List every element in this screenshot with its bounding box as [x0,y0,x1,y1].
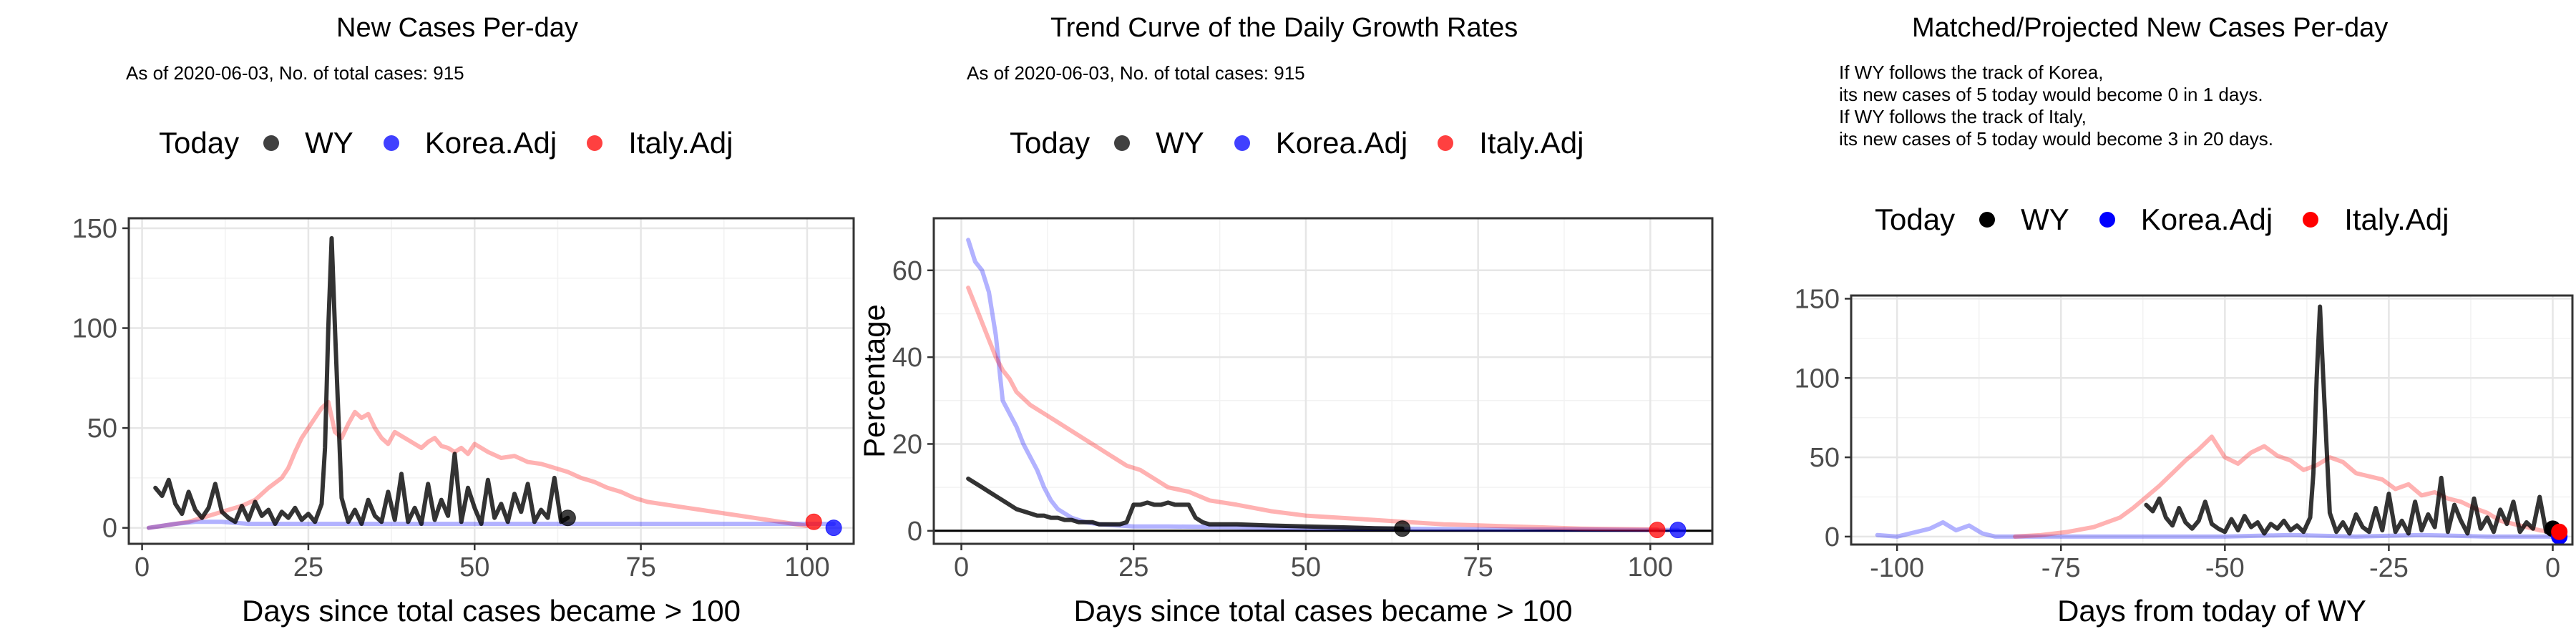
x-tick-label: -50 [2205,553,2245,583]
chart-title: Trend Curve of the Daily Growth Rates [1050,13,1518,43]
legend-label-korea: Korea.Adj [424,126,557,160]
y-tick-label: 100 [1795,364,1840,394]
x-tick-label: 25 [293,552,323,582]
legend-dot-italy [587,135,603,151]
today-point-italy-adj [805,513,822,530]
x-tick-label: -25 [2369,553,2409,583]
plot-border [1850,294,2574,546]
legend-title: Today [1875,203,1956,236]
y-tick-label: 100 [72,314,117,344]
legend-dot-korea [2099,212,2115,228]
x-axis-label: Days since total cases became > 100 [1074,594,1573,628]
y-tick-label: 50 [87,414,117,444]
x-tick-label: 0 [954,552,969,582]
panel-matched-projected: Matched/Projected New Cases Per-day If W… [1717,0,2576,644]
legend-dot-korea [1234,135,1250,151]
x-tick-label: 0 [2545,553,2560,583]
chart-plot: 0 25 50 75 100 0 50 100 150 Days since total case… [72,214,855,628]
legend-item-korea: Korea.Adj [1234,126,1407,160]
y-tick-label: 50 [1810,443,1840,473]
x-tick-label: 0 [135,552,150,582]
legend-item-italy: Italy.Adj [2303,203,2449,237]
series-line-wy [153,235,570,527]
series-line-wy [2144,304,2555,536]
legend-label-wy: WY [2021,203,2069,236]
plot-border [127,217,855,545]
legend-item-korea: Korea.Adj [2099,203,2273,237]
x-tick-label: 75 [625,552,655,582]
series-line-korea-adj [966,238,1680,532]
series-line-italy-adj [966,286,1659,532]
chart-plot: -100 -75 -50 -25 0 0 50 100 150 Days from today o… [1795,284,2574,628]
legend-item-italy: Italy.Adj [587,126,733,160]
plot-border [932,217,1714,545]
chart-plot: 0 25 50 75 100 0 20 40 60 Days since total cases … [857,217,1714,628]
legend-label-italy: Italy.Adj [1479,126,1584,160]
y-tick-label: 0 [102,514,117,544]
panel-growth-rates: Trend Curve of the Daily Growth Rates As… [857,0,1717,644]
projection-note-line: If WY follows the track of Italy, [1839,106,2087,127]
legend-dot-wy [263,135,280,151]
x-axis-label: Days since total cases became > 100 [242,594,741,628]
today-point-korea-adj [825,519,842,537]
x-tick-label: 100 [1628,552,1673,582]
legend-label-korea: Korea.Adj [2140,203,2273,236]
legend: Today WY Korea.Adj Italy.Adj [1010,126,1614,160]
series-line-korea-adj [146,519,836,530]
legend-dot-italy [1438,135,1454,151]
legend-label-wy: WY [1156,126,1204,160]
legend-dot-italy [2303,212,2319,228]
x-tick-label: 75 [1463,552,1493,582]
today-point-italy-adj [2551,523,2568,540]
projection-note-line: its new cases of 5 today would become 0 … [1839,84,2263,105]
chart-title: Matched/Projected New Cases Per-day [1912,13,2389,43]
legend-item-korea: Korea.Adj [383,126,557,160]
y-tick-label: 150 [72,214,117,244]
x-tick-label: 50 [1291,552,1321,582]
x-tick-label: 100 [784,552,829,582]
y-tick-label: 0 [1825,522,1840,552]
legend-item-wy: WY [1979,203,2069,237]
legend-title: Today [1010,126,1091,160]
panel-new-cases: New Cases Per-day As of 2020-06-03, No. … [0,0,859,644]
series-line-italy-adj [146,399,809,530]
chart-subtitle: As of 2020-06-03, No. of total cases: 91… [126,62,464,84]
legend-label-italy: Italy.Adj [628,126,733,160]
legend-item-wy: WY [263,126,353,160]
today-point-wy [1394,520,1411,537]
legend: Today WY Korea.Adj Italy.Adj [1875,203,2479,237]
x-axis-label: Days from today of WY [2057,594,2366,628]
legend-dot-korea [383,135,399,151]
y-tick-label: 20 [892,429,922,459]
today-point-italy-adj [1649,522,1666,539]
today-point-wy [559,509,576,527]
y-tick-label: 60 [892,256,922,286]
series-line-korea-adj [1875,520,2555,539]
legend-dot-wy [1114,135,1131,151]
x-tick-label: 50 [459,552,489,582]
y-tick-label: 0 [907,517,922,547]
legend: Today WY Korea.Adj Italy.Adj [159,126,763,160]
legend-label-italy: Italy.Adj [2344,203,2449,236]
y-tick-label: 40 [892,343,922,373]
legend-item-italy: Italy.Adj [1438,126,1584,160]
x-tick-label: -75 [2041,553,2081,583]
legend-label-wy: WY [305,126,353,160]
y-tick-label: 150 [1795,284,1840,314]
today-point-korea-adj [1669,522,1687,539]
legend-label-korea: Korea.Adj [1275,126,1408,160]
projection-note-line: If WY follows the track of Korea, [1839,62,2104,83]
series-line-wy [966,477,1405,531]
projection-note: If WY follows the track of Korea, its ne… [1839,62,2273,150]
legend-item-wy: WY [1114,126,1204,160]
chart-title: New Cases Per-day [336,13,578,43]
projection-note-line: its new cases of 5 today would become 3 … [1839,128,2274,150]
legend-dot-wy [1979,212,1996,228]
chart-subtitle: As of 2020-06-03, No. of total cases: 91… [967,62,1305,84]
x-tick-label: 25 [1118,552,1148,582]
y-axis-label: Percentage [857,304,891,458]
legend-title: Today [159,126,240,160]
x-tick-label: -100 [1870,553,1924,583]
